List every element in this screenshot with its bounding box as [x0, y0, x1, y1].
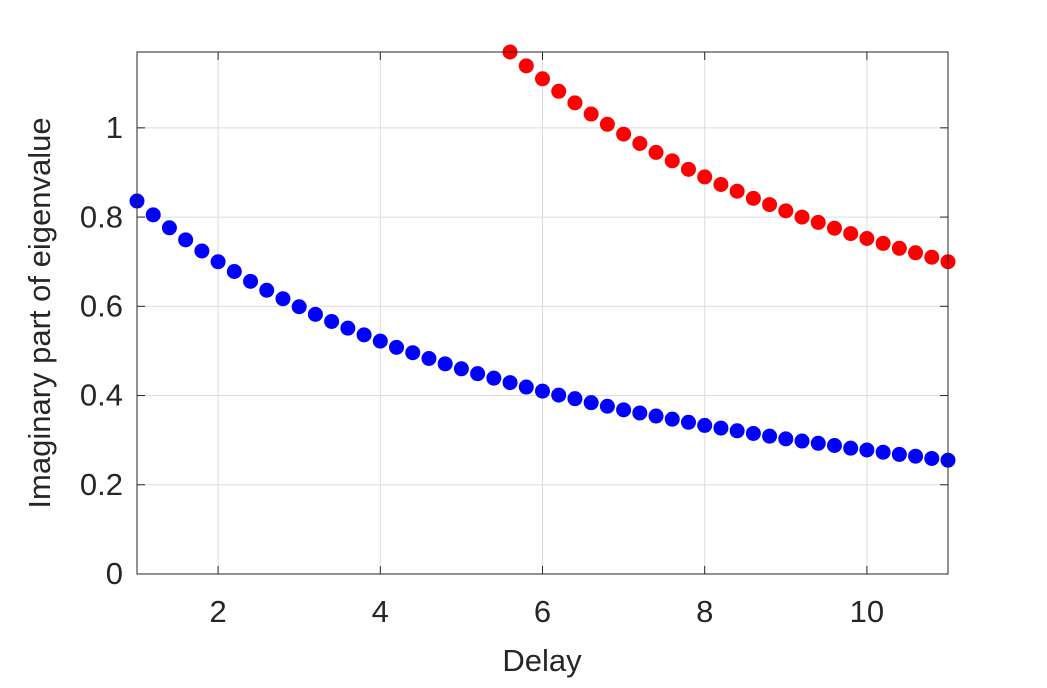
scatter-point: [843, 226, 859, 242]
scatter-point: [275, 291, 291, 307]
scatter-point: [680, 161, 696, 177]
x-tick-label: 2: [209, 594, 226, 629]
scatter-point: [178, 232, 194, 248]
x-tick-label: 8: [696, 594, 713, 629]
scatter-point: [810, 435, 826, 451]
scatter-point: [340, 320, 356, 336]
scatter-point: [372, 333, 388, 349]
y-tick-label: 1: [106, 110, 123, 145]
scatter-point: [437, 356, 453, 372]
scatter-point: [453, 361, 469, 377]
scatter-point: [810, 214, 826, 230]
scatter-point: [389, 339, 405, 355]
scatter-point: [713, 420, 729, 436]
scatter-point: [632, 135, 648, 151]
scatter-point: [502, 375, 518, 391]
scatter-point: [243, 273, 259, 289]
scatter-point: [421, 351, 437, 367]
scatter-point: [551, 387, 567, 403]
scatter-point: [405, 345, 421, 361]
scatter-point: [518, 379, 534, 395]
scatter-point: [616, 402, 632, 418]
scatter-point: [875, 444, 891, 460]
y-tick-label: 0.6: [80, 288, 123, 323]
scatter-point: [924, 450, 940, 466]
scatter-point: [259, 282, 275, 298]
x-tick-label: 4: [372, 594, 389, 629]
scatter-point: [762, 197, 778, 213]
scatter-point: [535, 71, 550, 87]
scatter-point: [161, 220, 177, 236]
scatter-point: [648, 408, 664, 424]
scatter-point: [535, 383, 550, 399]
scatter-point: [518, 58, 534, 74]
scatter-point: [697, 417, 713, 433]
scatter-point: [680, 414, 696, 430]
scatter-point: [908, 448, 924, 464]
scatter-point: [632, 405, 648, 421]
scatter-point: [291, 299, 307, 315]
scatter-point: [875, 235, 891, 251]
scatter-point: [826, 220, 842, 236]
scatter-point: [567, 391, 583, 407]
scatter-point: [924, 249, 940, 265]
scatter-point: [194, 243, 210, 259]
scatter-point: [567, 95, 583, 111]
scatter-point: [307, 306, 323, 322]
scatter-point: [859, 230, 875, 246]
scatter-point: [664, 411, 680, 427]
y-tick-label: 0.8: [80, 199, 123, 234]
scatter-point: [583, 106, 599, 122]
scatter-point: [324, 313, 340, 329]
scatter-point: [859, 442, 875, 458]
y-axis-label: Imaginary part of eigenvalue: [22, 117, 57, 508]
scatter-point: [908, 245, 924, 261]
scatter-point: [745, 190, 761, 206]
scatter-point: [616, 126, 632, 142]
y-tick-label: 0.2: [80, 467, 123, 502]
scatter-point: [891, 446, 907, 462]
scatter-point: [648, 144, 664, 160]
scatter-point: [356, 327, 372, 343]
scatter-point: [470, 366, 486, 382]
scatter-point: [664, 153, 680, 169]
scatter-point: [778, 203, 794, 219]
scatter-point: [762, 428, 778, 444]
x-tick-label: 10: [850, 594, 884, 629]
scatter-point: [794, 433, 810, 449]
y-tick-label: 0: [106, 556, 123, 591]
scatter-point: [891, 240, 907, 256]
x-axis-label: Delay: [502, 643, 582, 678]
scatter-point: [551, 83, 567, 99]
scatter-point: [697, 169, 713, 185]
scatter-point: [729, 423, 745, 439]
x-tick-label: 6: [534, 594, 551, 629]
scatter-point: [226, 264, 242, 280]
scatter-point: [210, 254, 226, 270]
scatter-point: [713, 177, 729, 193]
scatter-point: [486, 370, 502, 386]
scatter-point: [599, 398, 615, 414]
scatter-point: [794, 209, 810, 225]
scatter-point: [583, 395, 599, 411]
scatter-point: [843, 440, 859, 456]
scatter-point: [729, 183, 745, 199]
y-tick-label: 0.4: [80, 378, 123, 413]
scatter-point: [826, 438, 842, 454]
plot-frame: [136, 51, 949, 575]
scatter-point: [778, 431, 794, 447]
scatter-point: [745, 425, 761, 441]
scatter-point: [145, 207, 161, 223]
scatter-point: [599, 116, 615, 132]
